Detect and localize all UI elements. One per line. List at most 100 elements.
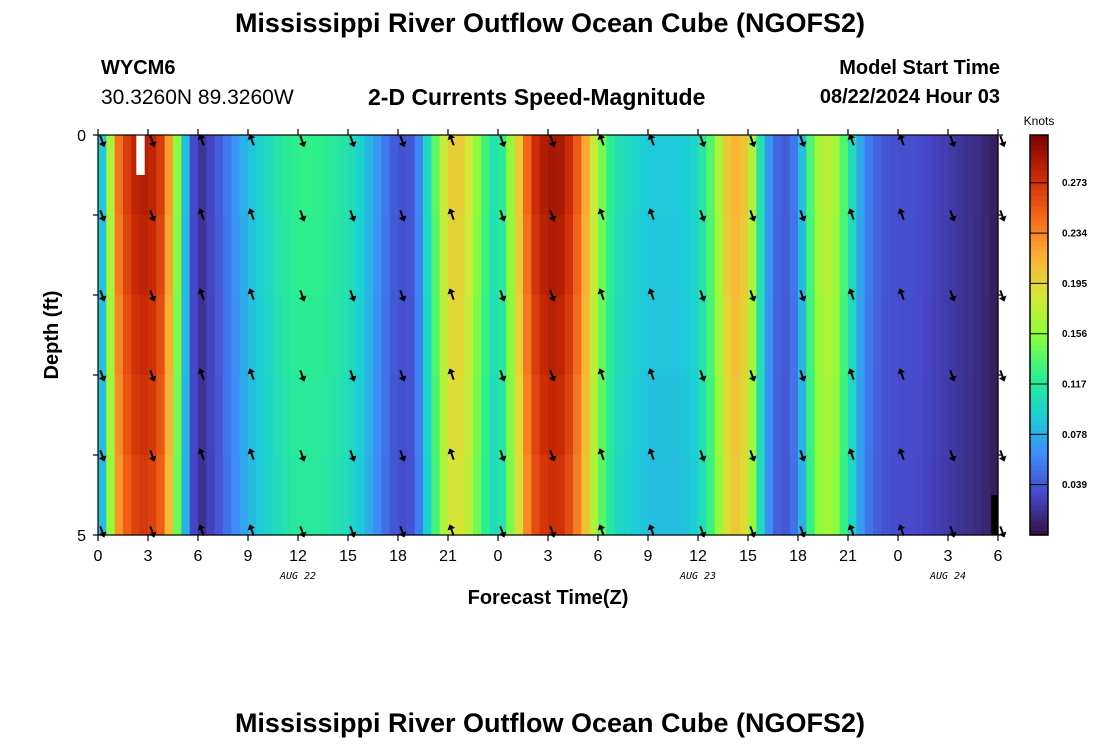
heatmap-cell bbox=[931, 375, 941, 456]
heatmap-cell bbox=[531, 295, 541, 376]
colorbar-segment bbox=[1030, 440, 1048, 446]
colorbar-segment bbox=[1030, 200, 1048, 206]
heatmap-cell bbox=[256, 455, 266, 536]
heatmap-cell bbox=[439, 375, 449, 456]
heatmap-cell bbox=[714, 295, 724, 376]
current-arrow bbox=[948, 209, 957, 222]
station-id: WYCM6 bbox=[101, 57, 176, 79]
heatmap-cell bbox=[256, 295, 266, 376]
colorbar-segment bbox=[1030, 470, 1048, 476]
heatmap-cell bbox=[389, 375, 399, 456]
colorbar-segment bbox=[1030, 190, 1048, 196]
colorbar-segment bbox=[1030, 360, 1048, 366]
heatmap-cell bbox=[306, 295, 316, 376]
current-arrow bbox=[247, 208, 256, 221]
y-axis-label: Depth (ft) bbox=[41, 291, 63, 380]
current-arrow bbox=[197, 208, 206, 221]
colorbar-segment bbox=[1030, 475, 1048, 481]
heatmap-cell bbox=[123, 295, 132, 376]
heatmap-cell bbox=[548, 295, 557, 376]
heatmap-cell bbox=[848, 135, 857, 216]
heatmap-cell bbox=[123, 135, 132, 216]
heatmap-cell bbox=[223, 295, 232, 376]
heatmap-cell bbox=[681, 215, 691, 296]
colorbar-segment bbox=[1030, 160, 1048, 166]
colorbar-segment bbox=[1030, 485, 1048, 491]
current-arrow bbox=[748, 289, 757, 302]
heatmap-cell bbox=[439, 215, 449, 296]
heatmap-cell bbox=[231, 135, 241, 216]
heatmap-cell bbox=[539, 295, 549, 376]
x-axis-label: Forecast Time(Z) bbox=[468, 587, 629, 609]
heatmap-cell bbox=[823, 215, 832, 296]
heatmap-cell bbox=[339, 375, 349, 456]
heatmap-cell bbox=[106, 295, 116, 376]
heatmap-cell bbox=[364, 295, 374, 376]
heatmap-cell bbox=[131, 375, 141, 456]
x-tick-label: 6 bbox=[994, 548, 1003, 565]
heatmap-cell bbox=[864, 215, 874, 296]
heatmap-cell bbox=[231, 375, 241, 456]
heatmap-cell bbox=[706, 375, 716, 456]
heatmap-cell bbox=[914, 455, 924, 536]
heatmap-cell bbox=[531, 455, 541, 536]
heatmap-cell bbox=[664, 135, 674, 216]
current-arrow bbox=[897, 368, 906, 381]
heatmap-cell bbox=[773, 295, 782, 376]
heatmap-cell bbox=[481, 295, 491, 376]
heatmap-cell bbox=[698, 215, 707, 296]
colorbar-segment bbox=[1030, 290, 1048, 296]
heatmap-cell bbox=[173, 455, 182, 536]
date-label: AUG 22 bbox=[279, 571, 316, 582]
heatmap-cell bbox=[423, 135, 432, 216]
heatmap-cell bbox=[98, 135, 107, 216]
x-tick-label: 3 bbox=[144, 548, 153, 565]
heatmap-cell bbox=[514, 295, 524, 376]
heatmap-cell bbox=[956, 135, 966, 216]
heatmap-cell bbox=[656, 455, 666, 536]
station-coordinates: 30.3260N 89.3260W bbox=[101, 86, 294, 109]
colorbar-segment bbox=[1030, 345, 1048, 351]
heatmap-cell bbox=[214, 295, 224, 376]
current-arrow bbox=[348, 449, 357, 462]
heatmap-cell bbox=[656, 135, 666, 216]
heatmap-cell bbox=[314, 215, 324, 296]
heatmap-cell bbox=[481, 455, 491, 536]
colorbar-segment bbox=[1030, 175, 1048, 181]
heatmap-cell bbox=[389, 215, 399, 296]
heatmap-cell bbox=[639, 135, 649, 216]
colorbar-tick-label: 0.273 bbox=[1062, 178, 1087, 189]
heatmap-cell bbox=[848, 295, 857, 376]
heatmap-cell bbox=[639, 455, 649, 536]
heatmap-cell bbox=[839, 135, 849, 216]
heatmap-cell bbox=[389, 295, 399, 376]
heatmap-cell bbox=[689, 215, 699, 296]
heatmap-cell bbox=[314, 455, 324, 536]
heatmap-cell bbox=[214, 455, 224, 536]
heatmap-cell bbox=[456, 455, 466, 536]
x-tick-label: 21 bbox=[839, 548, 857, 565]
heatmap-cell bbox=[248, 295, 257, 376]
heatmap-cell bbox=[889, 375, 899, 456]
current-arrow bbox=[298, 209, 307, 222]
heatmap-cell bbox=[406, 455, 416, 536]
heatmap-cell bbox=[406, 295, 416, 376]
heatmap-cell bbox=[373, 375, 382, 456]
heatmap-cell bbox=[239, 215, 249, 296]
current-arrow bbox=[847, 368, 856, 381]
heatmap-cell bbox=[248, 455, 257, 536]
heatmap-cell bbox=[448, 135, 457, 216]
heatmap-cell bbox=[623, 375, 632, 456]
heatmap-cell bbox=[114, 215, 124, 296]
current-arrow bbox=[847, 208, 856, 221]
heatmap-cell bbox=[298, 135, 307, 216]
current-arrow bbox=[748, 449, 757, 462]
colorbar-segment bbox=[1030, 315, 1048, 321]
colorbar-segment bbox=[1030, 260, 1048, 266]
heatmap-cell bbox=[473, 455, 482, 536]
heatmap-cell bbox=[323, 375, 332, 456]
heatmap-cell bbox=[156, 215, 166, 296]
current-arrow bbox=[447, 288, 456, 301]
current-arrow bbox=[298, 449, 307, 462]
current-arrow bbox=[98, 135, 107, 148]
